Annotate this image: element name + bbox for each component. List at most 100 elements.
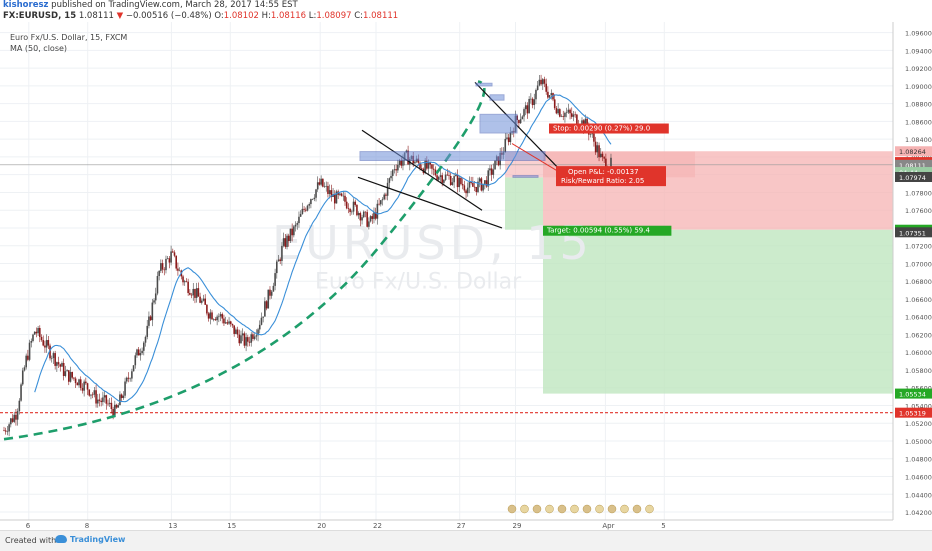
target-label-text: Target: 0.00594 (0.55%) 59.4 xyxy=(546,227,650,235)
tradingview-brand: TradingView xyxy=(70,535,126,544)
candle-body xyxy=(153,300,155,303)
candle-body xyxy=(535,89,537,100)
candle-body xyxy=(71,371,73,378)
candle-body xyxy=(333,194,336,204)
candle-body xyxy=(260,317,263,325)
stop-label-text: Stop: 0.00290 (0.27%) 29.0 xyxy=(553,125,650,133)
tradingview-logo[interactable]: TradingView xyxy=(55,535,125,544)
candle-body xyxy=(284,238,287,247)
candle-body xyxy=(91,394,94,396)
candle-body xyxy=(269,289,271,296)
candle-body xyxy=(224,322,227,324)
candle-body xyxy=(163,269,166,271)
candle-body xyxy=(593,133,595,142)
candle-body xyxy=(339,193,341,195)
candle-body xyxy=(148,316,150,326)
candle-body xyxy=(221,314,224,319)
price-tick-label: 1.04200 xyxy=(905,509,932,517)
candle-body xyxy=(441,175,443,183)
stop-label: Stop: 0.00290 (0.27%) 29.0 xyxy=(549,123,669,134)
candle-body xyxy=(158,270,160,276)
candle-body xyxy=(557,109,559,114)
candle-body xyxy=(526,105,529,114)
candle-body xyxy=(105,395,108,404)
candle-body xyxy=(368,221,370,227)
indicator-label[interactable]: MA (50, close) xyxy=(10,44,68,53)
candle-body xyxy=(303,208,305,210)
candle-body xyxy=(523,109,525,117)
candle-body xyxy=(18,400,21,412)
candle-body xyxy=(322,178,324,187)
stop-label-bg xyxy=(549,123,669,134)
price-label-bg xyxy=(895,171,932,182)
time-tick-label: 8 xyxy=(85,522,89,530)
event-flag-icon xyxy=(632,504,642,514)
small-rect-2 xyxy=(475,82,493,87)
candle-body xyxy=(460,177,462,184)
candle-body xyxy=(66,370,68,372)
candle-body xyxy=(560,116,563,117)
candle-body xyxy=(599,153,602,158)
author-link[interactable]: kishoresz xyxy=(3,0,49,10)
candle-body xyxy=(586,118,588,127)
candle-body xyxy=(50,358,53,359)
candle-body xyxy=(8,424,10,432)
candle-body xyxy=(165,258,167,271)
wedge-upper-line xyxy=(361,129,483,211)
candle-body xyxy=(574,114,576,116)
candle-body xyxy=(95,390,97,404)
open-pl-text: Open P&L: -0.00137 xyxy=(568,168,639,176)
candle-body xyxy=(504,138,507,153)
candle-body xyxy=(347,208,350,209)
tradingview-cloud-icon xyxy=(55,535,67,543)
candle-body xyxy=(64,371,67,376)
candle-body xyxy=(131,371,133,379)
candle-body xyxy=(458,177,461,188)
candle-body xyxy=(366,212,368,227)
candle-body xyxy=(475,186,478,192)
candle-body xyxy=(122,395,125,399)
symbol-label[interactable]: FX:EURUSD, 15 xyxy=(3,11,77,21)
candle-body xyxy=(540,79,542,85)
candle-body xyxy=(548,95,551,98)
price-tick-label: 1.09600 xyxy=(905,30,932,38)
candle-body xyxy=(466,187,469,194)
time-tick-label: 15 xyxy=(227,522,236,530)
time-tick-label: 6 xyxy=(26,522,31,530)
price-change: −0.00516 (−0.48%) xyxy=(125,11,212,21)
candle-body xyxy=(49,345,51,359)
price-tick-label: 1.06400 xyxy=(905,314,932,322)
candle-body xyxy=(330,190,333,198)
candle-body xyxy=(439,175,442,178)
candle-body xyxy=(42,340,45,346)
candle-body xyxy=(589,134,592,135)
candle-body xyxy=(13,414,16,422)
candle-body xyxy=(603,157,605,159)
price-tick-label: 1.06600 xyxy=(905,296,932,304)
candle-body xyxy=(610,157,612,169)
candle-body xyxy=(146,325,149,337)
candle-body xyxy=(344,195,346,202)
candle-body xyxy=(281,245,283,261)
candle-body xyxy=(386,182,389,196)
candle-body xyxy=(127,377,130,379)
candle-body xyxy=(541,79,544,85)
candle-body xyxy=(436,175,438,180)
candle-body xyxy=(519,119,522,124)
candle-body xyxy=(214,319,217,321)
candle-body xyxy=(240,335,242,344)
candle-body xyxy=(33,331,36,335)
candle-body xyxy=(419,162,421,169)
price-tick-label: 1.08800 xyxy=(905,101,932,109)
candle-body xyxy=(202,298,205,301)
candle-body xyxy=(250,334,253,343)
candle-body xyxy=(569,109,571,114)
price-axis-bg xyxy=(893,22,932,520)
candle-body xyxy=(177,268,179,271)
high-label: H: xyxy=(261,11,271,21)
candle-body xyxy=(570,113,573,117)
candle-body xyxy=(206,304,208,314)
event-flag-icon xyxy=(570,504,579,514)
